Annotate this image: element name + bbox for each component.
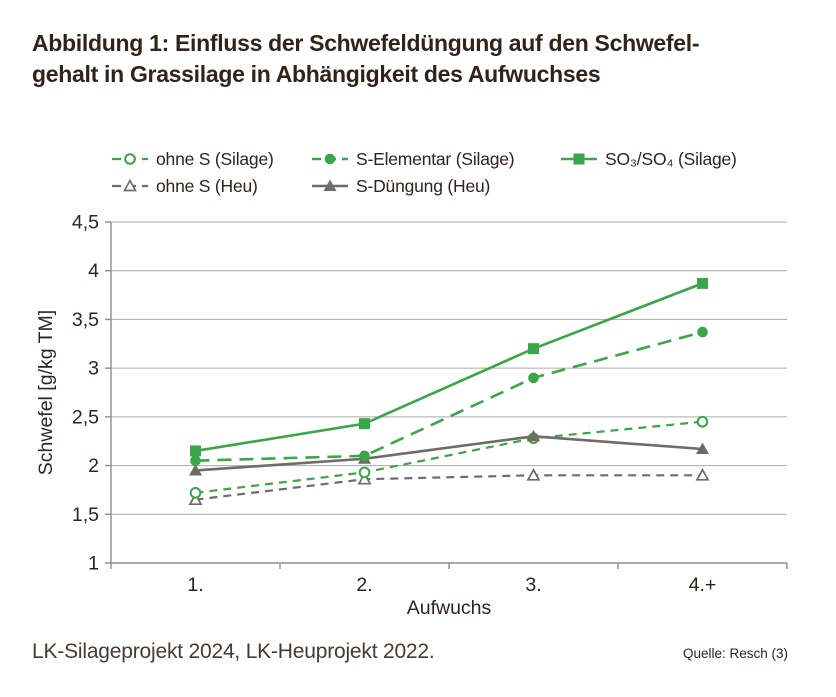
legend-label: ohne S (Heu): [156, 175, 258, 196]
legend-label: SO₃/SO₄ (Silage): [605, 148, 737, 169]
y-tick-label: 1: [88, 553, 99, 575]
x-tick-label: 2.: [356, 574, 372, 596]
legend-item-s-elementar-silage: S-Elementar (Silage): [311, 148, 515, 169]
y-tick-label: 2: [88, 455, 99, 477]
x-axis-title: Aufwuchs: [407, 597, 492, 619]
triangle-filled-marker: [696, 442, 709, 455]
source-note: Quelle: Resch (3): [682, 646, 788, 661]
series-markers-so-so-silage: [190, 277, 708, 457]
series-line-so-so-silage: [195, 282, 703, 453]
legend-item-ohne-s-silage: ohne S (Silage): [111, 149, 274, 169]
circle-filled-marker: [359, 450, 370, 462]
triangle-filled-marker: [527, 429, 540, 442]
legend-item-so-so-silage: SO₃/SO₄ (Silage): [560, 149, 737, 169]
square-filled-marker: [573, 153, 585, 165]
series-markers-s-d-ngung-heu: [189, 429, 709, 476]
series-line-ohne-s-heu: [195, 474, 703, 501]
square-filled-marker: [528, 343, 539, 355]
series-line-ohne-s-silage: [195, 420, 703, 494]
circle-filled-marker: [324, 153, 336, 165]
series-line-s-elementar-silage: [195, 330, 703, 462]
circle-open-marker: [696, 415, 709, 428]
circle-open-marker: [124, 153, 136, 165]
legend-label: S-Düngung (Heu): [356, 175, 491, 196]
series-line-s-d-ngung-heu: [195, 435, 703, 472]
legend-sample-square-filled-icon: [561, 153, 597, 165]
figure-title: Abbildung 1: Einfluss der Schwefeldüngun…: [32, 28, 700, 90]
triangle-open-marker: [526, 468, 541, 481]
triangle-open-marker: [357, 471, 372, 485]
legend-label: ohne S (Silage): [156, 148, 274, 169]
x-tick-label: 1.: [187, 574, 203, 596]
square-filled-marker: [359, 418, 370, 430]
square-filled-marker: [190, 445, 201, 457]
legend-item-s-d-ngung-heu: S-Düngung (Heu): [311, 176, 490, 196]
circle-open-marker: [358, 466, 371, 479]
legend-item-ohne-s-heu: ohne S (Heu): [111, 176, 258, 196]
legend-label: S-Elementar (Silage): [356, 148, 515, 169]
square-filled-marker: [697, 277, 708, 289]
circle-filled-marker: [697, 326, 708, 338]
y-tick-label: 2,5: [72, 406, 99, 428]
y-tick-label: 3,5: [72, 309, 99, 331]
x-tick-label: 3.: [525, 574, 541, 596]
figure-title-line1: Abbildung 1: Einfluss der Schwefeldüngun…: [32, 30, 700, 56]
triangle-filled-marker: [189, 463, 202, 476]
legend-sample-circle-open-icon: [112, 153, 148, 165]
y-tick-label: 4,5: [72, 212, 99, 234]
legend-sample-circle-filled-icon: [312, 153, 348, 165]
series-markers-ohne-s-heu: [188, 468, 710, 506]
circle-filled-marker: [528, 372, 539, 384]
triangle-open-marker: [188, 492, 203, 506]
footer-note: LK-Silageprojekt 2024, LK-Heuprojekt 202…: [32, 640, 435, 663]
y-tick-label: 1,5: [72, 504, 99, 526]
y-axis-title: Schwefel [g/kg TM]: [35, 310, 57, 475]
y-tick-label: 3: [88, 358, 99, 380]
circle-filled-marker: [190, 455, 201, 467]
triangle-open-marker: [695, 468, 710, 481]
legend-sample-triangle-open-icon: [112, 178, 148, 192]
figure-title-line2: gehalt in Grassilage in Abhängigkeit des…: [32, 61, 601, 87]
legend-sample-triangle-filled-icon: [312, 179, 348, 191]
y-tick-label: 4: [88, 260, 99, 282]
triangle-filled-marker: [323, 179, 337, 191]
series-markers-s-elementar-silage: [190, 326, 708, 467]
triangle-open-marker: [123, 178, 137, 192]
x-tick-label: 4.+: [689, 574, 717, 596]
circle-open-marker: [189, 487, 202, 499]
